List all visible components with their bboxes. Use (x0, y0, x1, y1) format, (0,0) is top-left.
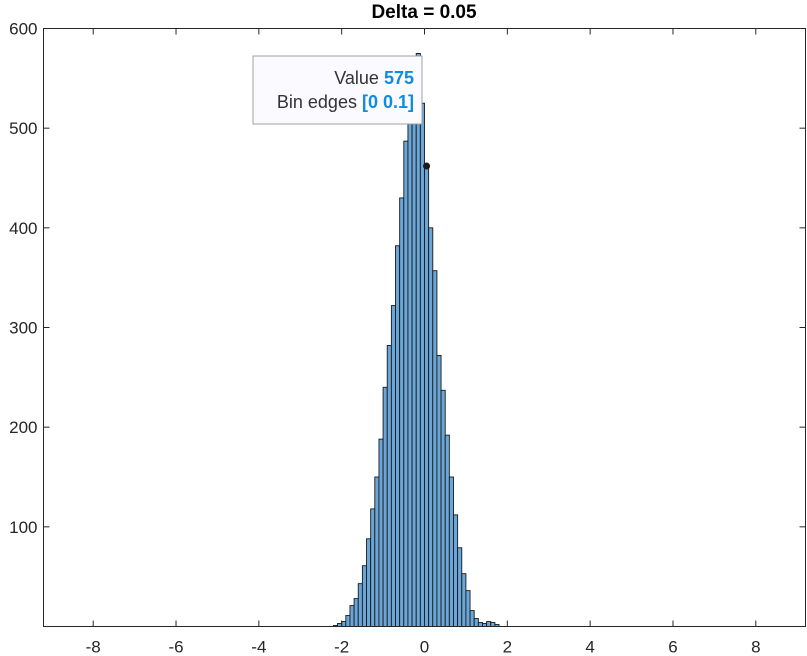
histogram-bar[interactable] (453, 514, 459, 627)
histogram-bar[interactable] (465, 590, 471, 627)
histogram-bar[interactable] (361, 565, 367, 627)
x-tick-label: -8 (86, 638, 101, 656)
histogram-bar[interactable] (424, 165, 430, 627)
chart-title: Delta = 0.05 (371, 2, 477, 23)
histogram-bar[interactable] (415, 52, 421, 627)
y-tick-label: 600 (9, 20, 37, 39)
histogram-bar[interactable] (382, 386, 388, 627)
histogram-bar[interactable] (378, 438, 384, 627)
histogram-bar[interactable] (419, 102, 425, 627)
x-tick-label: 4 (585, 638, 594, 656)
data-tip-value: 575 (384, 68, 414, 88)
y-tick-label: 200 (9, 418, 37, 437)
histogram-bar[interactable] (473, 618, 479, 627)
histogram-bar[interactable] (374, 476, 380, 627)
histogram-bar[interactable] (370, 508, 376, 627)
x-tick-label: 2 (503, 638, 512, 656)
histogram-bar[interactable] (469, 610, 475, 627)
data-tip-value-row: Value 575 (334, 68, 414, 88)
histogram-bar[interactable] (411, 67, 417, 627)
histogram-bar[interactable] (428, 227, 434, 627)
histogram-bar[interactable] (457, 547, 463, 627)
histogram-bar[interactable] (357, 583, 363, 627)
histogram-bar[interactable] (395, 245, 401, 627)
axes-box (43, 28, 806, 627)
data-tip-edges-row: Bin edges [0 0.1] (277, 92, 414, 112)
histogram-bar[interactable] (486, 621, 492, 627)
histogram-bar[interactable] (432, 270, 438, 627)
data-tip-value-label: Value (334, 68, 379, 88)
histogram-bar[interactable] (349, 605, 355, 627)
histogram-bar[interactable] (399, 197, 405, 627)
histogram-bar[interactable] (353, 598, 359, 627)
histogram-bar[interactable] (490, 622, 496, 627)
histogram-bar[interactable] (448, 476, 454, 627)
x-tick-label: -6 (168, 638, 183, 656)
x-tick-label: -4 (251, 638, 266, 656)
data-tip-edges: [0 0.1] (362, 92, 414, 112)
histogram-bar[interactable] (407, 97, 413, 627)
y-tick-label: 300 (9, 319, 37, 338)
x-tick-label: -2 (334, 638, 349, 656)
histogram-bar[interactable] (386, 344, 392, 627)
histogram-bar[interactable] (444, 434, 450, 627)
histogram-bar[interactable] (403, 140, 409, 627)
data-tip-marker[interactable] (423, 162, 431, 170)
histogram-bar[interactable] (366, 538, 372, 627)
y-tick-label: 500 (9, 119, 37, 138)
histogram-bar[interactable] (345, 615, 351, 627)
x-tick-label: 6 (668, 638, 677, 656)
data-tip-box (252, 55, 423, 125)
x-tick-label: 0 (420, 638, 429, 656)
x-tick-label: 8 (751, 638, 760, 656)
histogram-bar[interactable] (461, 573, 467, 627)
histogram-bar[interactable] (440, 389, 446, 627)
histogram-bar[interactable] (477, 622, 483, 627)
histogram-bar[interactable] (341, 621, 347, 627)
histogram-bar[interactable] (390, 305, 396, 627)
tick-labels: -8 -6 -4 -2 0 2 4 6 8 100 200 300 400 500 600 (9, 20, 760, 656)
y-tick-label: 400 (9, 219, 37, 238)
y-tick-label: 100 (9, 518, 37, 537)
data-tip[interactable]: Value 575 Bin edges [0 0.1] (252, 55, 431, 170)
histogram-bar[interactable] (436, 354, 442, 627)
data-tip-edges-label: Bin edges (277, 92, 357, 112)
